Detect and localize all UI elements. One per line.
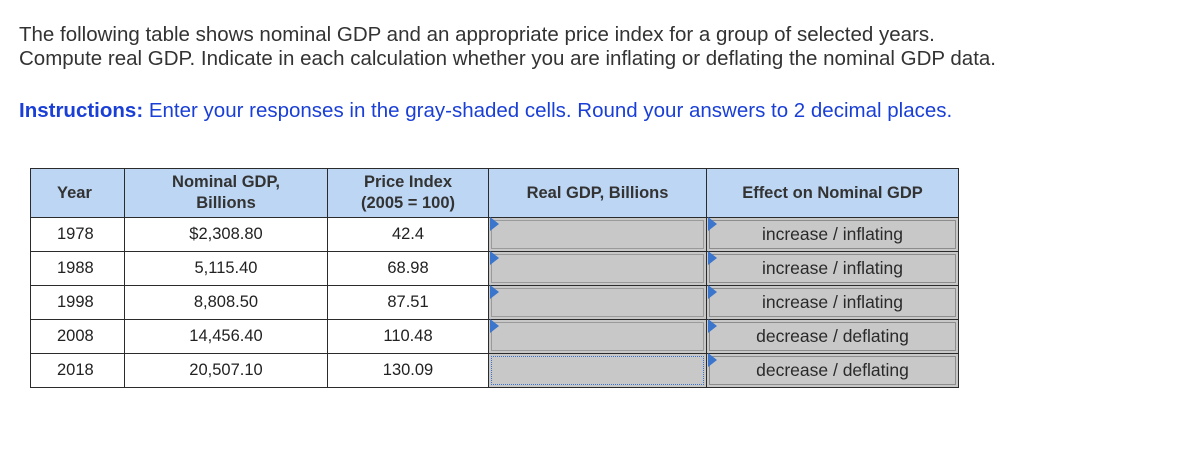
- header-nominal-line-2: Billions: [196, 194, 256, 212]
- gdp-table: Year Nominal GDP, Billions Price Index (…: [30, 168, 959, 388]
- cell-nominal-gdp: $2,308.80: [124, 217, 328, 252]
- cell-marker-icon: [490, 319, 499, 333]
- cell-marker-icon: [708, 319, 717, 333]
- cell-price-index: 87.51: [327, 285, 489, 320]
- table-header-row: Year Nominal GDP, Billions Price Index (…: [30, 168, 959, 218]
- table-row: 1978 $2,308.80 42.4 increase / inflating: [30, 217, 959, 252]
- cell-nominal-gdp: 5,115.40: [124, 251, 328, 286]
- cell-year: 1978: [30, 217, 125, 252]
- real-gdp-input-box[interactable]: [491, 356, 704, 385]
- effect-select-value[interactable]: decrease / deflating: [709, 356, 956, 385]
- header-price-line-1: Price Index: [363, 173, 453, 191]
- real-gdp-input-box[interactable]: [491, 322, 704, 351]
- real-gdp-input-box[interactable]: [491, 254, 704, 283]
- real-gdp-input[interactable]: [488, 251, 707, 286]
- cell-marker-icon: [490, 217, 499, 231]
- problem-statement: The following table shows nominal GDP an…: [19, 23, 1169, 71]
- table-row: 2018 20,507.10 130.09 decrease / deflati…: [30, 353, 959, 388]
- effect-select-value[interactable]: decrease / deflating: [709, 322, 956, 351]
- header-real-gdp: Real GDP, Billions: [488, 168, 707, 218]
- cell-year: 1998: [30, 285, 125, 320]
- real-gdp-input[interactable]: [488, 353, 707, 388]
- cell-year: 2018: [30, 353, 125, 388]
- effect-select[interactable]: increase / inflating: [706, 285, 959, 320]
- cell-marker-icon: [708, 285, 717, 299]
- effect-select-value[interactable]: increase / inflating: [709, 220, 956, 249]
- effect-select[interactable]: decrease / deflating: [706, 319, 959, 354]
- cell-nominal-gdp: 8,808.50: [124, 285, 328, 320]
- real-gdp-input-box[interactable]: [491, 220, 704, 249]
- cell-year: 2008: [30, 319, 125, 354]
- real-gdp-input[interactable]: [488, 285, 707, 320]
- problem-line-1: The following table shows nominal GDP an…: [19, 23, 935, 46]
- cell-price-index: 110.48: [327, 319, 489, 354]
- cell-price-index: 68.98: [327, 251, 489, 286]
- header-effect: Effect on Nominal GDP: [706, 168, 959, 218]
- header-nominal-line-1: Nominal GDP,: [172, 173, 280, 191]
- cell-nominal-gdp: 14,456.40: [124, 319, 328, 354]
- header-year: Year: [30, 168, 125, 218]
- effect-select[interactable]: increase / inflating: [706, 251, 959, 286]
- cell-marker-icon: [708, 217, 717, 231]
- instructions-label: Instructions:: [19, 99, 144, 122]
- real-gdp-input[interactable]: [488, 217, 707, 252]
- cell-marker-icon: [490, 251, 499, 265]
- effect-select[interactable]: decrease / deflating: [706, 353, 959, 388]
- header-price-index: Price Index (2005 = 100): [327, 168, 489, 218]
- cell-nominal-gdp: 20,507.10: [124, 353, 328, 388]
- cell-marker-icon: [490, 285, 499, 299]
- effect-select[interactable]: increase / inflating: [706, 217, 959, 252]
- cell-marker-icon: [708, 251, 717, 265]
- header-price-line-2: (2005 = 100): [360, 194, 456, 212]
- real-gdp-input[interactable]: [488, 319, 707, 354]
- effect-select-value[interactable]: increase / inflating: [709, 288, 956, 317]
- table-row: 1998 8,808.50 87.51 increase / inflating: [30, 285, 959, 320]
- cell-price-index: 42.4: [327, 217, 489, 252]
- cell-marker-icon: [708, 353, 717, 367]
- instructions: Instructions: Enter your responses in th…: [19, 99, 1169, 123]
- cell-price-index: 130.09: [327, 353, 489, 388]
- table-row: 2008 14,456.40 110.48 decrease / deflati…: [30, 319, 959, 354]
- cell-year: 1988: [30, 251, 125, 286]
- instructions-text: Enter your responses in the gray-shaded …: [143, 99, 953, 122]
- problem-line-2: Compute real GDP. Indicate in each calcu…: [19, 47, 996, 70]
- real-gdp-input-box[interactable]: [491, 288, 704, 317]
- table-row: 1988 5,115.40 68.98 increase / inflating: [30, 251, 959, 286]
- effect-select-value[interactable]: increase / inflating: [709, 254, 956, 283]
- header-nominal-gdp: Nominal GDP, Billions: [124, 168, 328, 218]
